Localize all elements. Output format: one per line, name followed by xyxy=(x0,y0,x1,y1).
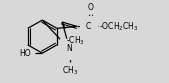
Text: -OCH$_2$CH$_3$: -OCH$_2$CH$_3$ xyxy=(99,20,138,33)
Text: -CH$_3$: -CH$_3$ xyxy=(66,35,85,47)
Text: N: N xyxy=(66,44,72,53)
Text: CH$_3$: CH$_3$ xyxy=(62,64,78,77)
Text: C: C xyxy=(86,22,91,31)
Text: HO: HO xyxy=(19,49,30,58)
Text: O: O xyxy=(88,3,94,12)
